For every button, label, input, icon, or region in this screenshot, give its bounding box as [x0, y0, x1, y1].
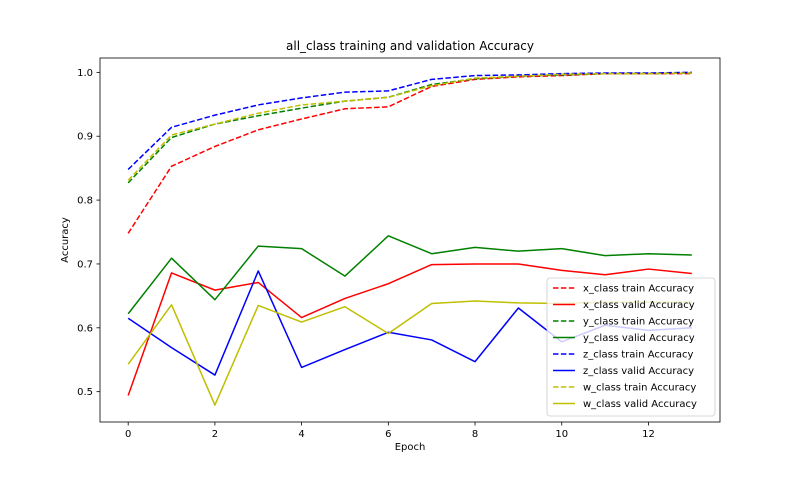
legend: x_class train Accuracy x_class valid Accu…: [546, 277, 716, 417]
y-tick-label: 0.5: [77, 387, 93, 398]
x-tick-label: 6: [385, 429, 391, 440]
legend-label-y-class-valid-accuracy: y_class valid Accuracy: [583, 333, 695, 344]
x-tick-label: 10: [555, 429, 568, 440]
y-tick-label: 0.8: [77, 196, 93, 207]
x-ticks: 0 2 4 6 8 10 12: [125, 422, 655, 440]
y-tick-label: 0.9: [77, 132, 93, 143]
legend-box: [546, 277, 716, 417]
y-axis-label: Accuracy: [60, 217, 71, 263]
legend-label-x-class-valid-accuracy: x_class valid Accuracy: [583, 300, 695, 311]
y-tick-label: 0.6: [77, 323, 93, 334]
series-line-w-class-train-accuracy: [127, 72, 692, 181]
x-tick-label: 0: [125, 429, 131, 440]
series-line-y-class-valid-accuracy: [127, 235, 692, 315]
legend-label-x-class-train-accuracy: x_class train Accuracy: [583, 284, 694, 295]
series-line-x-class-valid-accuracy: [127, 263, 692, 396]
x-axis-label: Epoch: [395, 442, 426, 453]
legend-label-y-class-train-accuracy: y_class train Accuracy: [583, 317, 694, 328]
x-tick-label: 8: [472, 429, 478, 440]
x-tick-label: 4: [298, 429, 304, 440]
y-tick-label: 1.0: [77, 68, 93, 79]
y-tick-label: 0.7: [77, 259, 93, 270]
y-ticks: 0.5 0.6 0.7 0.8 0.9 1.0: [77, 68, 100, 398]
legend-label-z-class-train-accuracy: z_class train Accuracy: [583, 350, 693, 361]
legend-label-z-class-valid-accuracy: z_class valid Accuracy: [583, 366, 694, 377]
legend-label-w-class-valid-accuracy: w_class valid Accuracy: [583, 399, 697, 410]
legend-label-w-class-train-accuracy: w_class train Accuracy: [583, 383, 696, 394]
series-line-x-class-train-accuracy: [127, 72, 692, 234]
series-layer: [127, 71, 692, 406]
x-tick-label: 2: [212, 429, 218, 440]
x-tick-label: 12: [642, 429, 655, 440]
chart-title: all_class training and validation Accura…: [286, 39, 534, 53]
axes-frame: [99, 57, 721, 423]
